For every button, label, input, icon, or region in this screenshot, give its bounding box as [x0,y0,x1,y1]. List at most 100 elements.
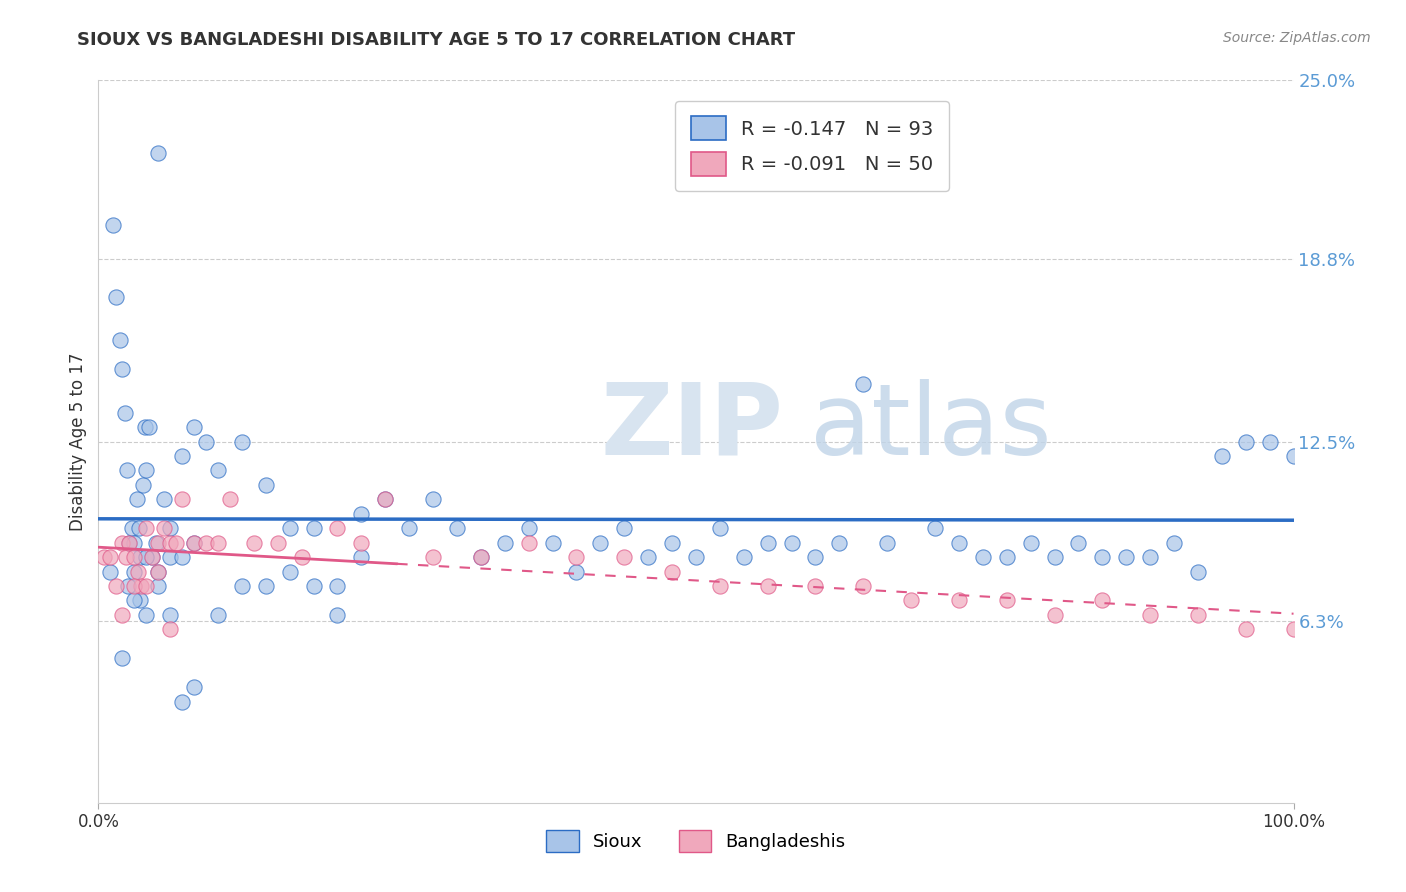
Point [900,174,922,188]
Point [589,535,612,549]
Point [924,521,946,535]
Point [114,406,136,420]
Point [115,463,138,477]
Point [422,492,444,507]
Point [183,535,205,549]
Point [118,535,141,549]
Point [131,478,153,492]
Point [972,550,994,565]
Point [207,535,229,549]
Point [254,579,277,593]
Point [124,579,146,593]
Point [159,607,181,622]
Point [148,565,170,579]
Point [565,550,588,565]
Point [124,565,146,579]
Point [183,535,205,549]
Point [231,579,253,593]
Point [291,550,314,565]
Point [1139,550,1161,565]
Point [153,521,176,535]
Point [852,376,875,391]
Point [121,521,143,535]
Point [172,492,194,507]
Point [231,434,253,449]
Point [159,535,181,549]
Point [756,579,779,593]
Y-axis label: Disability Age 5 to 17: Disability Age 5 to 17 [69,352,87,531]
Point [195,434,218,449]
Point [141,550,163,565]
Point [101,218,124,232]
Point [1091,593,1114,607]
Point [709,521,731,535]
Point [804,550,827,565]
Point [98,565,122,579]
Point [1187,607,1209,622]
Point [1234,434,1257,449]
Point [326,579,349,593]
Point [129,593,152,607]
Point [135,463,157,477]
Legend: Sioux, Bangladeshis: Sioux, Bangladeshis [538,822,853,859]
Point [350,507,373,521]
Point [148,565,170,579]
Point [134,420,156,434]
Point [207,607,229,622]
Point [517,535,540,549]
Point [124,593,146,607]
Point [124,535,146,549]
Point [374,492,396,507]
Point [1258,434,1281,449]
Point [105,290,128,304]
Text: SIOUX VS BANGLADESHI DISABILITY AGE 5 TO 17 CORRELATION CHART: SIOUX VS BANGLADESHI DISABILITY AGE 5 TO… [77,31,796,49]
Point [494,535,516,549]
Point [278,521,301,535]
Point [661,535,683,549]
Point [565,565,588,579]
Point [172,550,194,565]
Point [98,550,122,565]
Point [254,478,277,492]
Point [111,535,134,549]
Point [709,579,731,593]
Point [900,593,922,607]
Point [661,565,683,579]
Text: ZIP: ZIP [600,378,783,475]
Point [117,579,139,593]
Point [1067,535,1090,549]
Point [422,550,444,565]
Point [128,521,150,535]
Point [159,550,181,565]
Point [131,579,153,593]
Point [278,565,301,579]
Point [195,535,218,549]
Point [159,623,181,637]
Point [374,492,396,507]
Point [1043,550,1066,565]
Point [111,362,134,376]
Point [876,535,898,549]
Point [446,521,468,535]
Point [124,550,146,565]
Point [1091,550,1114,565]
Point [172,449,194,463]
Point [243,535,266,549]
Point [804,579,827,593]
Point [948,593,970,607]
Point [153,492,176,507]
Point [148,579,170,593]
Point [1187,565,1209,579]
Point [517,521,540,535]
Point [148,145,170,160]
Point [852,579,875,593]
Point [326,607,349,622]
Point [267,535,290,549]
Point [1043,607,1066,622]
Point [159,521,181,535]
Point [148,535,170,549]
Point [105,579,128,593]
Point [135,579,157,593]
Point [1282,449,1305,463]
Point [1115,550,1137,565]
